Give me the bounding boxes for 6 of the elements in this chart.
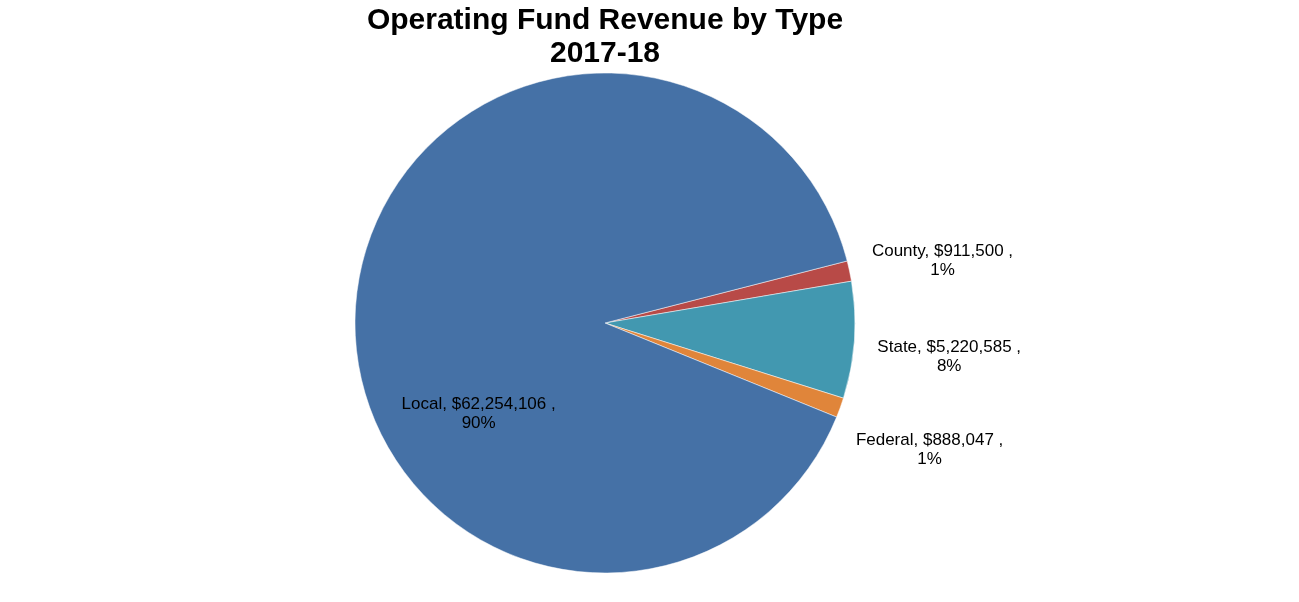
- slice-label: Local, $62,254,106 , 90%: [401, 393, 556, 432]
- slice-label: Federal, $888,047 , 1%: [855, 429, 1004, 468]
- slice-label: County, $911,500 , 1%: [871, 241, 1014, 280]
- chart-subtitle: 2017-18: [549, 35, 661, 68]
- chart-title: Operating Fund Revenue by Type: [366, 2, 844, 35]
- slice-label: State, $5,220,585 , 8%: [877, 336, 1022, 375]
